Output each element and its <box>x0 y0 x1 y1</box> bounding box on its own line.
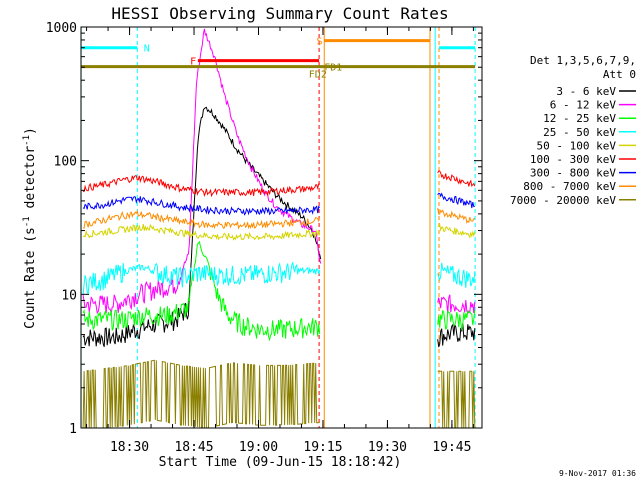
series-line-3-segment-1 <box>437 262 476 289</box>
flag-label-0: N <box>144 44 150 55</box>
series-line-5-segment-0 <box>83 175 320 198</box>
y-axis-label: Count Rate (s-1 detector-1) <box>22 127 38 329</box>
series-line-8-segment-1 <box>437 370 476 428</box>
flag-label-1: F <box>190 57 196 68</box>
x-tick-label-0: 18:30 <box>110 440 149 455</box>
x-tick-label-1: 18:45 <box>174 440 213 455</box>
series-line-7-segment-1 <box>437 207 476 224</box>
axis-layer: 18:30 18:45 19:00 19:15 19:30 19:45 1 10 100 1000 <box>46 21 482 455</box>
legend-label-8: 7000 - 20000 keV <box>510 194 616 207</box>
y-tick-label-2: 100 <box>54 155 77 170</box>
legend-label-0: 3 - 6 keV <box>556 85 616 98</box>
series-line-2-segment-1 <box>437 309 476 331</box>
x-axis-label: Start Time (09-Jun-15 18:18:42) <box>159 455 402 470</box>
y-tick-label-0: 1 <box>69 422 77 437</box>
series-line-0-segment-0 <box>82 106 322 348</box>
data-layer <box>81 27 476 428</box>
y-tick-label-3: 1000 <box>46 21 77 36</box>
series-line-6-segment-0 <box>82 196 321 216</box>
legend-label-1: 6 - 12 keV <box>550 99 617 112</box>
series-line-4-segment-0 <box>82 223 321 241</box>
legend-title-line-1: Det 1,3,5,6,7,9, <box>530 54 636 67</box>
series-line-0-segment-1 <box>437 323 476 348</box>
x-tick-label-5: 19:45 <box>432 440 471 455</box>
x-tick-label-2: 19:00 <box>239 440 278 455</box>
flag-label-4: FD2 <box>309 69 327 80</box>
flag-label-2: S <box>317 37 323 48</box>
y-tick-label-1: 10 <box>61 288 77 303</box>
x-tick-label-4: 19:30 <box>368 440 407 455</box>
x-tick-label-3: 19:15 <box>303 440 342 455</box>
series-line-1-segment-0 <box>82 28 322 314</box>
series-line-2-segment-0 <box>82 240 321 342</box>
legend-label-2: 12 - 25 keV <box>543 112 616 125</box>
series-line-8-segment-0 <box>82 359 320 428</box>
series-line-5-segment-1 <box>437 170 476 188</box>
legend-label-7: 800 - 7000 keV <box>523 180 616 193</box>
plot-frame <box>80 26 483 429</box>
series-line-3-segment-0 <box>82 262 321 296</box>
legend-label-3: 25 - 50 keV <box>543 126 616 139</box>
flag-label-3: FD1 <box>324 63 342 74</box>
legend-label-5: 100 - 300 keV <box>530 153 616 166</box>
legend-label-6: 300 - 800 keV <box>530 167 616 180</box>
series-line-4-segment-1 <box>437 223 476 239</box>
legend-title-line-2: Att 0 <box>603 68 636 81</box>
footer-timestamp: 9-Nov-2017 01:36 <box>559 469 636 478</box>
chart-title: HESSI Observing Summary Count Rates <box>111 4 448 23</box>
series-line-6-segment-1 <box>437 192 475 209</box>
legend-label-4: 50 - 100 keV <box>537 139 617 152</box>
series-line-7-segment-0 <box>82 209 321 230</box>
